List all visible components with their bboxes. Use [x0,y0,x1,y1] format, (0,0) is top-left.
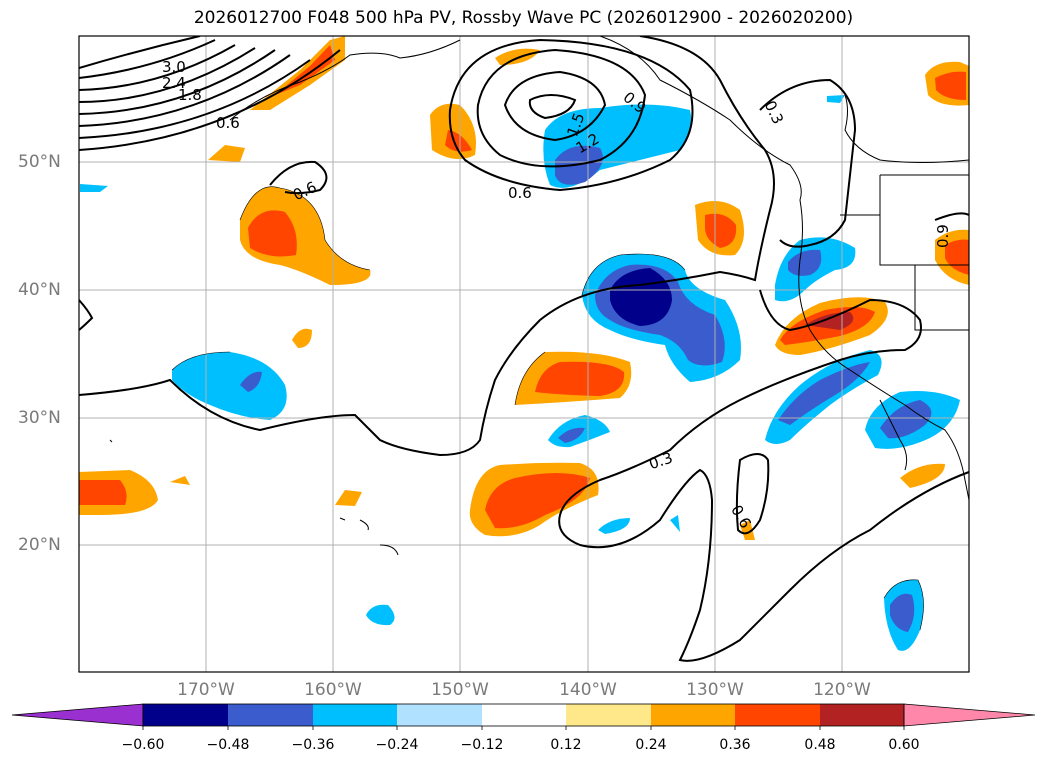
lon-label-140w: 140°W [559,680,617,700]
colorbar [11,703,1036,730]
colorbar-tick-label: 0.60 [888,737,920,753]
lon-label-130w: 130°W [686,680,744,700]
lat-label-40n: 40°N [18,280,61,300]
colorbar-tick-label: −0.24 [375,737,419,753]
colorbar-bin [313,704,397,726]
negative-anomalies [80,95,960,651]
lat-label-50n: 50°N [18,152,61,172]
colorbar-bin [397,704,482,726]
colorbar-tick-label: 0.12 [550,737,582,753]
colorbar-bin [228,704,313,726]
contour-label: 2.4 [162,74,186,92]
colorbar-bin [735,704,820,726]
lat-label-30n: 30°N [18,408,61,428]
colorbar-tick-label: 0.36 [719,737,751,753]
colorbar-tick-label: −0.48 [206,737,250,753]
contour-label: 0.3 [761,98,787,127]
colorbar-bin [651,704,735,726]
contour-label: 3.0 [162,58,186,76]
colorbar-over [903,703,1036,727]
lon-label-160w: 160°W [304,680,362,700]
map-frame [78,35,970,673]
coastlines [109,36,969,556]
colorbar-tick-label: −0.12 [460,737,504,753]
colorbar-tick-label: 0.48 [804,737,836,753]
lat-label-20n: 20°N [18,535,61,555]
colorbar-bin [143,704,228,726]
anomaly-outlines [171,186,924,631]
colorbar-under [11,703,144,727]
colorbar-bin [566,704,651,726]
colorbar-bin [820,704,904,726]
pv-contours [79,36,969,662]
lon-label-120w: 120°W [813,680,871,700]
positive-anomalies [79,36,969,540]
colorbar-tick-label: 0.24 [635,737,667,753]
colorbar-tick-label: −0.36 [291,737,335,753]
colorbar-tick-label: −0.60 [121,737,165,753]
contour-label: 0.3 [647,449,675,473]
contour-label: 0.9 [934,224,952,248]
colorbar-bin [482,704,566,726]
contour-label: 0.6 [216,114,240,132]
contour-label: 0.6 [508,184,532,202]
lon-label-170w: 170°W [177,680,235,700]
lon-label-150w: 150°W [431,680,489,700]
map-title: 2026012700 F048 500 hPa PV, Rossby Wave … [193,8,854,28]
contour-label: 1.8 [178,86,202,104]
